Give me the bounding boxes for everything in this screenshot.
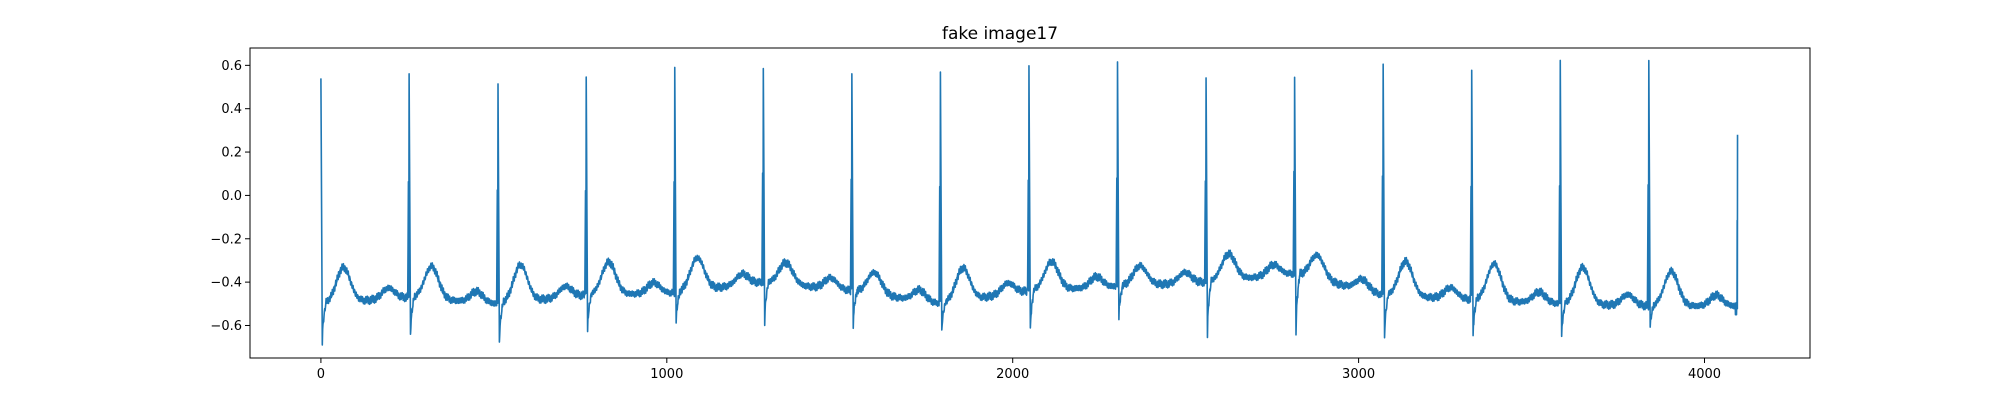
y-tick-label: −0.4 [210,276,242,291]
series-line-ecg [320,59,1739,346]
y-tick-label: −0.6 [210,319,242,334]
y-axis: −0.6 −0.4 −0.2 0.0 0.2 0.4 0.6 [210,59,250,334]
x-tick-label: 0 [317,367,325,382]
x-tick-label: 3000 [1342,367,1375,382]
y-tick-label: 0.6 [221,59,242,74]
x-tick-label: 4000 [1688,367,1721,382]
chart-title: fake image17 [942,24,1058,44]
y-tick-label: 0.0 [221,189,242,204]
y-tick-label: 0.4 [221,102,242,117]
plot-frame [249,47,1811,359]
x-axis: 0 1000 2000 3000 4000 [317,358,1721,382]
x-tick-label: 2000 [996,367,1029,382]
x-tick-label: 1000 [650,367,683,382]
y-tick-label: 0.2 [221,146,242,161]
plot-area: 0 1000 2000 3000 4000 −0.6 −0.4 −0.2 0.0 0.2 0.4 0… [210,47,1811,382]
y-tick-label: −0.2 [210,232,242,247]
